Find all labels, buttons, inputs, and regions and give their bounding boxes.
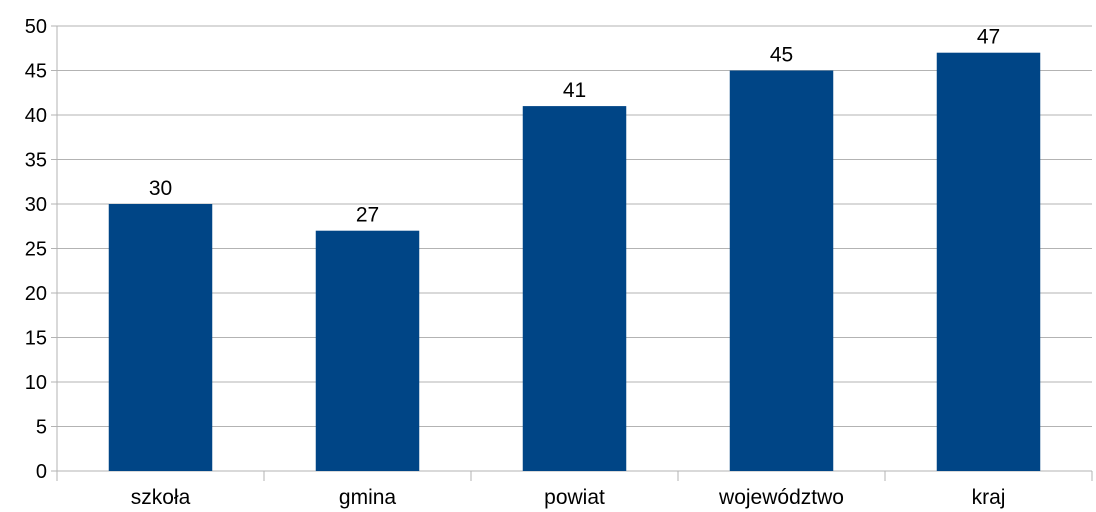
data-label: 41	[563, 79, 586, 102]
x-category-label: szkoła	[131, 486, 191, 509]
y-tick-label: 50	[25, 16, 47, 38]
y-tick-label: 20	[25, 283, 47, 305]
bar	[522, 106, 627, 471]
data-label: 47	[977, 26, 1000, 49]
data-label: 30	[149, 177, 172, 200]
y-tick-label: 25	[25, 239, 47, 261]
x-category-label: gmina	[339, 486, 397, 509]
x-category-label: województwo	[718, 486, 844, 509]
x-axis-category-labels: szkoła gmina powiat województwo kraj	[131, 486, 1006, 509]
y-tick-label: 10	[25, 372, 47, 394]
bars	[108, 52, 1041, 471]
y-tick-label: 0	[36, 461, 47, 483]
bar	[936, 52, 1041, 471]
y-tick-label: 45	[25, 61, 47, 83]
bar	[729, 70, 834, 471]
bar	[108, 204, 213, 471]
y-axis-tick-labels: 0 5 10 15 20 25 30 35 40 45 50	[25, 16, 47, 483]
x-category-label: powiat	[544, 486, 605, 509]
bar	[315, 230, 420, 471]
y-tick-label: 5	[36, 417, 47, 439]
x-category-label: kraj	[972, 486, 1006, 509]
y-tick-label: 15	[25, 328, 47, 350]
data-labels: 30 27 41 45 47	[149, 26, 1000, 227]
y-tick-label: 35	[25, 150, 47, 172]
data-label: 45	[770, 44, 793, 67]
data-label: 27	[356, 204, 379, 227]
y-tick-label: 30	[25, 194, 47, 216]
y-tick-label: 40	[25, 105, 47, 127]
